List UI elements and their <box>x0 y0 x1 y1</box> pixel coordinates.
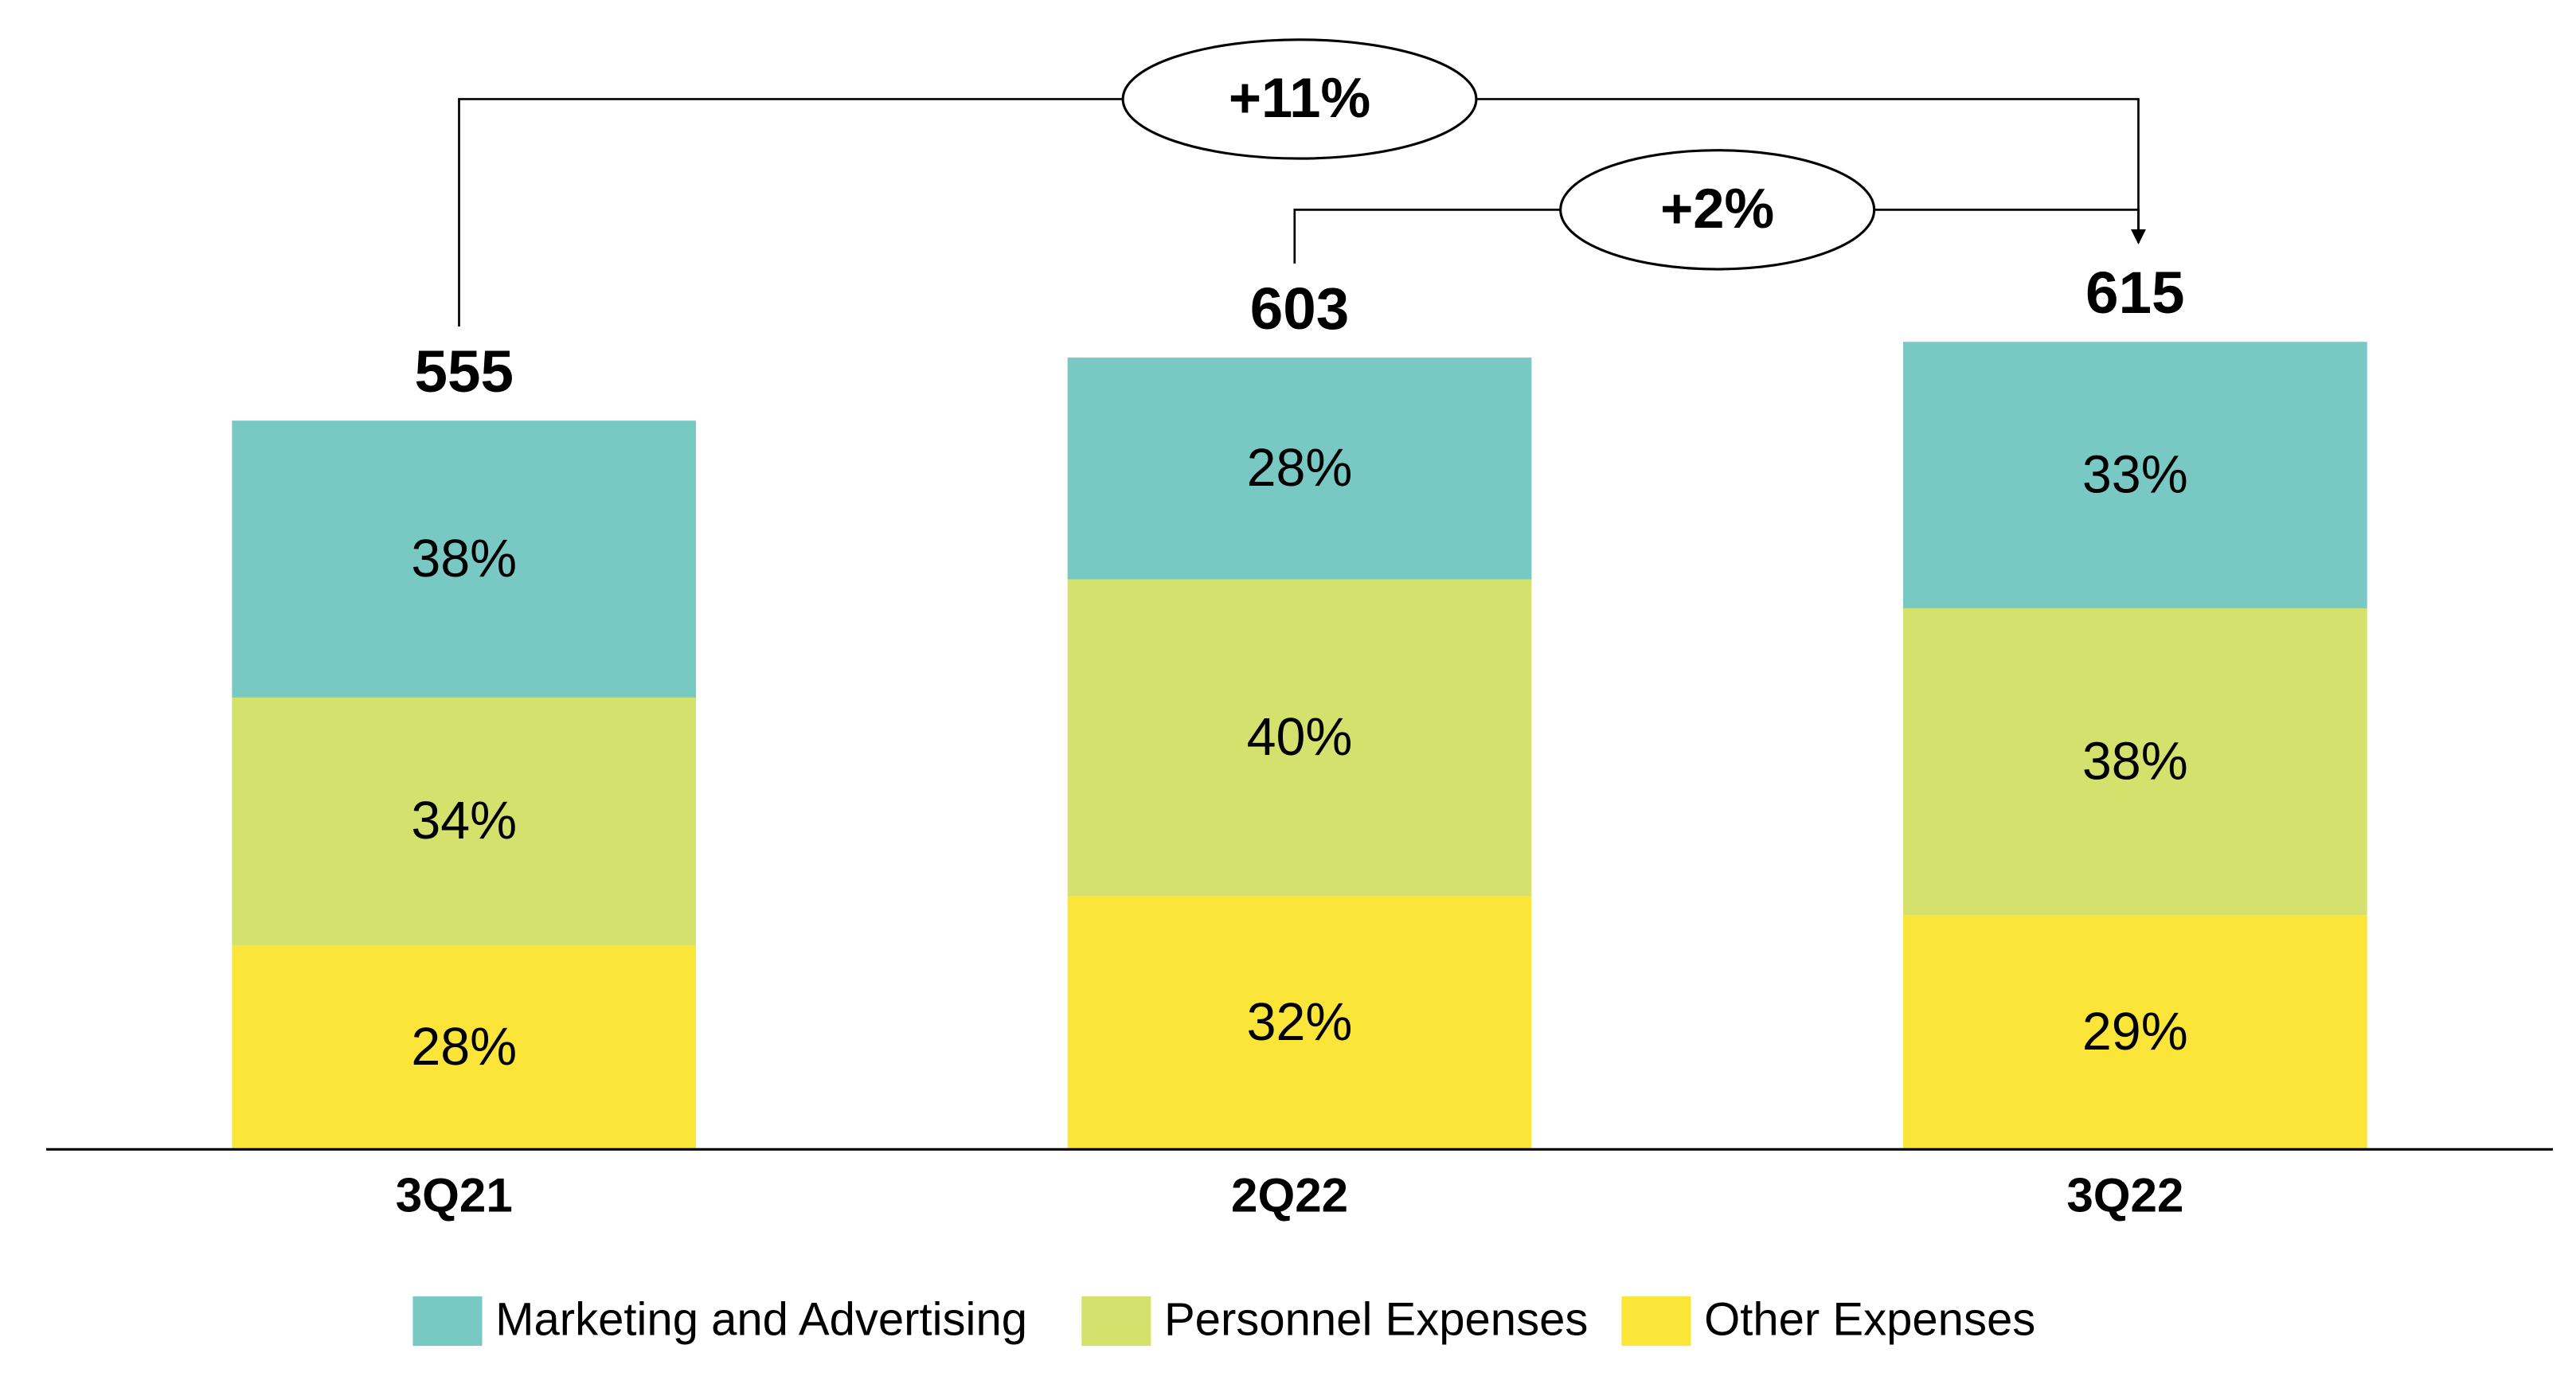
bar-segment <box>232 945 697 1150</box>
annotation-label: +2% <box>1660 177 1774 240</box>
bar-segment <box>1902 342 2367 608</box>
annotation-bubble <box>1121 38 1478 160</box>
legend-label: Other Expenses <box>1704 1293 2035 1345</box>
legend-swatch <box>1081 1296 1151 1347</box>
legend-label: Personnel Expenses <box>1164 1293 1588 1345</box>
bar-segment <box>1067 358 1532 580</box>
legend-swatch <box>412 1296 483 1347</box>
total-label: 603 <box>1250 275 1350 342</box>
segment-label: 34% <box>411 792 517 850</box>
bar-segment <box>232 420 697 698</box>
annotation-label: +11% <box>1229 66 1370 129</box>
total-label: 615 <box>2085 259 2185 326</box>
segment-label: 28% <box>411 1018 517 1077</box>
total-label: 555 <box>414 338 514 405</box>
legend-swatch <box>1621 1296 1691 1347</box>
x-tick-label: 3Q22 <box>2066 1168 2183 1222</box>
legend-label: Marketing and Advertising <box>495 1293 1027 1345</box>
segment-label: 38% <box>411 530 517 588</box>
annotation-bubble <box>1559 149 1876 271</box>
segment-label: 33% <box>2082 445 2188 504</box>
segment-label: 28% <box>1247 439 1353 498</box>
x-tick-label: 3Q21 <box>396 1168 513 1222</box>
segment-label: 40% <box>1247 708 1353 767</box>
x-tick-label: 2Q22 <box>1231 1168 1348 1222</box>
bar-segment <box>1902 915 2367 1150</box>
bar-segment <box>1902 608 2367 916</box>
bar-segment <box>1067 896 1532 1150</box>
segment-label: 29% <box>2082 1003 2188 1062</box>
bar-segment <box>232 697 697 946</box>
segment-label: 32% <box>1247 993 1353 1052</box>
segment-label: 38% <box>2082 732 2188 791</box>
bar-segment <box>1067 579 1532 897</box>
